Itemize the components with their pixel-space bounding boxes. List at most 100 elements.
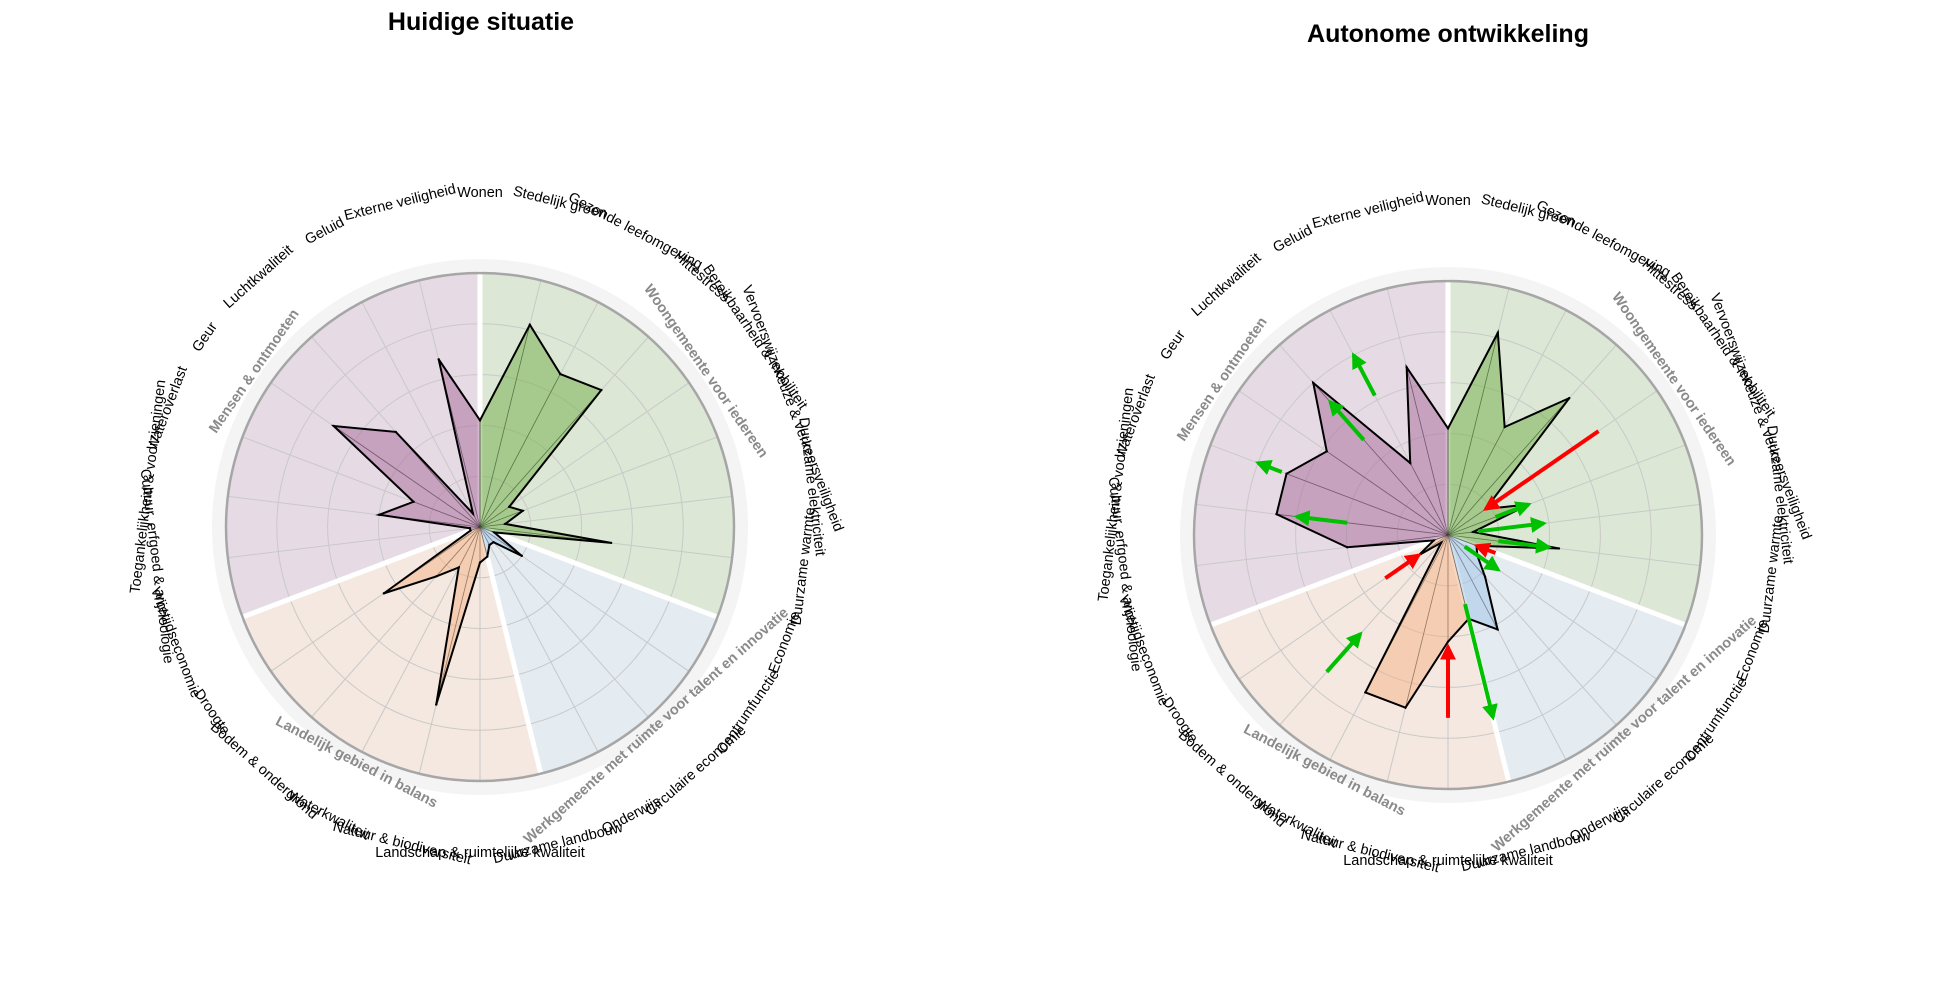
data-point-waterkwaliteit [1364,691,1367,694]
data-point-bodem-and-ondergrond [1440,541,1443,544]
data-spoke [479,324,531,528]
data-point-duurzame-elektriciteit [504,522,507,526]
grid-spoke [361,301,481,528]
data-spoke [333,425,481,528]
data-spoke [1447,508,1486,536]
change-arrow-duurzame-landbouw [1463,603,1498,721]
data-point-cultuur-erfgoed-and-archeologie [468,527,472,530]
axis-label-wonen: Wonen [457,185,503,201]
data-spoke [1447,531,1474,536]
data-spoke [1433,534,1449,541]
data-point-hittestress [600,388,603,392]
axis-label-duurzame-warmte: Duurzame warmte [1757,515,1787,635]
data-point-wateroverlast [412,500,415,503]
data-spoke [1447,332,1499,536]
data-area-woongemeente-voor-iedereen [480,324,612,543]
axis-label-landschap-and-ruimtelijke-kwaliteit: Landschap & ruimtelijke kwaliteit [1343,853,1553,869]
data-point-geur [1325,450,1328,453]
grid-spoke [479,382,690,528]
data-point-wonen [478,419,482,422]
chart-title: Huidige situatie [388,8,574,36]
data-spoke [1447,426,1506,536]
data-point-externe-veiligheid [437,358,440,361]
data-spoke [413,501,481,528]
data-spoke [435,526,481,577]
data-point-onderwijs [1496,628,1499,631]
grid-spoke [479,526,649,718]
data-point-stedelijk-groen [528,323,532,326]
data-point-droogte [382,592,386,595]
data-spoke [479,526,490,546]
axis-label-geur: Geur [189,319,221,355]
axis-label-geur: Geur [1157,327,1189,363]
data-point-landschap-and-ruimtelijke-kwaliteit [478,561,482,564]
data-spoke [1447,534,1486,578]
data-spoke [479,506,510,528]
group-separator [1207,532,1449,629]
data-spoke [479,510,523,528]
data-point-circulaire-economie [1483,575,1487,579]
data-point-cultuur-erfgoed-and-archeologie [1345,546,1349,549]
axis-label-duurzame-warmte: Duurzame warmte [789,507,819,627]
data-point-bodem-and-ondergrond [435,575,438,578]
grid-spoke [227,526,481,559]
data-point-landschap-and-ruimtelijke-kwaliteit [1446,640,1450,643]
data-spoke [1405,534,1449,708]
data-spoke [469,526,481,529]
data-spoke [479,389,602,528]
data-spoke [1409,462,1449,536]
data-point-bereikbaarheid-and-mobiliteit [508,505,511,508]
data-point-vervoerswijzekeuze-and-verkeersveiligheid [521,509,524,512]
data-spoke [479,523,506,528]
data-point-luchtkwaliteit [394,430,397,434]
data-point-duurzame-landbouw [486,555,489,558]
grid-spoke [479,495,733,528]
axis-label-externe-veiligheid: Externe veiligheid [1311,189,1426,232]
data-point-toegankelijkheid-and-voorzieningen [377,513,381,516]
data-point-vrijetijdseconomie [1432,539,1435,542]
data-spoke [1447,534,1477,547]
data-point-toegankelijkheid-and-voorzieningen [1275,512,1278,516]
data-spoke [479,373,561,528]
data-point-waterkwaliteit [457,566,460,569]
change-arrow-geluid [1351,352,1377,397]
data-spoke [1406,367,1449,536]
data-point-centrumfunctie [520,554,524,558]
change-arrow-droogte [1384,553,1422,580]
data-point-gezonde-leefomgeving [1503,425,1506,429]
axis-label-luchtkwaliteit: Luchtkwaliteit [221,242,297,312]
data-point-economie [493,531,496,534]
chart-title: Autonome ontwikkeling [1307,20,1589,48]
data-point-geluid [1409,461,1412,465]
change-arrow-bereikbaarheid-and-mobiliteit [1482,429,1600,511]
data-area-landelijk-gebied-in-balans [383,527,488,705]
axis-label-luchtkwaliteit: Luchtkwaliteit [1189,250,1265,320]
data-point-geur [332,424,335,428]
data-point-stedelijk-groen [1496,331,1500,334]
data-spoke [479,526,494,543]
axis-label-vervoerswijzekeuze-and-verkeersveiligheid: Vervoerswijzekeuze & verkeersveiligheid [1706,291,1814,542]
data-point-luchtkwaliteit [1312,381,1315,385]
group-separator [239,524,481,621]
data-spoke [470,526,481,531]
group-separator [479,524,721,621]
data-spoke [1326,450,1449,536]
axis-label-vervoerswijzekeuze-and-verkeersveiligheid: Vervoerswijzekeuze & verkeersveiligheid [738,283,846,534]
axis-label-landschap-and-ruimtelijke-kwaliteit: Landschap & ruimtelijke kwaliteit [375,845,585,861]
data-point-geluid [471,512,475,515]
data-area-landelijk-gebied-in-balans [1365,535,1469,708]
data-spoke [1286,473,1449,536]
data-spoke [1447,397,1570,536]
change-arrow-bodem-and-ondergrond [1325,631,1363,674]
change-arrow-economie [1473,542,1497,558]
outer-ring [1192,279,1704,791]
data-point-duurzame-warmte [1557,547,1561,550]
data-point-wateroverlast [1285,472,1288,475]
axis-label-externe-veiligheid: Externe veiligheid [343,181,458,224]
change-arrow-duurzame-elektriciteit [1478,516,1547,534]
data-point-hittestress [1568,396,1571,400]
data-spoke [1447,534,1498,630]
data-spoke [458,526,481,568]
